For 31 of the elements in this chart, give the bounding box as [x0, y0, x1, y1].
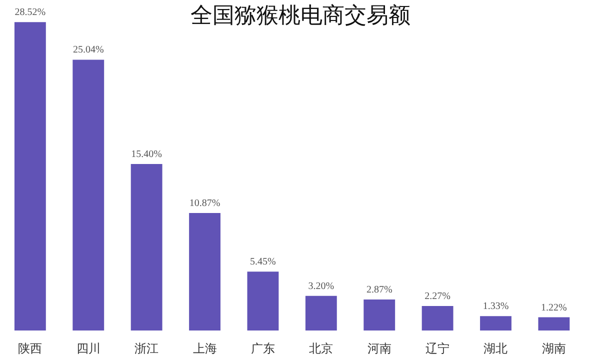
chart-title: 全国猕猴桃电商交易额	[190, 4, 410, 28]
data-label: 15.40%	[131, 148, 162, 160]
bar	[364, 299, 396, 330]
data-label: 25.04%	[72, 44, 104, 56]
data-label: 3.20%	[308, 280, 334, 292]
bar	[189, 212, 220, 330]
x-tick-label: 河南	[367, 342, 392, 356]
x-tick-label: 北京	[309, 342, 334, 356]
bar	[247, 272, 279, 330]
data-label: 28.52%	[14, 7, 46, 18]
x-tick-label: 辽宁	[426, 342, 450, 356]
bar	[538, 317, 570, 330]
data-label: 2.27%	[424, 290, 450, 302]
bar	[480, 316, 512, 330]
bar	[14, 22, 46, 330]
x-tick-label: 四川	[76, 342, 100, 356]
data-label: 5.45%	[250, 256, 276, 268]
x-tick-label: 湖南	[542, 342, 566, 356]
data-label: 1.22%	[541, 302, 567, 314]
x-tick-label: 广东	[250, 342, 275, 356]
data-label: 10.87%	[189, 198, 220, 209]
x-tick-label: 上海	[192, 342, 217, 356]
bar	[422, 306, 454, 330]
x-tick-label: 陕西	[18, 342, 42, 356]
bar	[130, 164, 162, 330]
bar	[305, 296, 337, 330]
data-label: 2.87%	[366, 284, 392, 296]
x-tick-label: 浙江	[134, 342, 159, 356]
x-tick-label: 湖北	[484, 342, 508, 356]
bar	[72, 60, 104, 330]
data-label: 1.33%	[482, 301, 509, 312]
